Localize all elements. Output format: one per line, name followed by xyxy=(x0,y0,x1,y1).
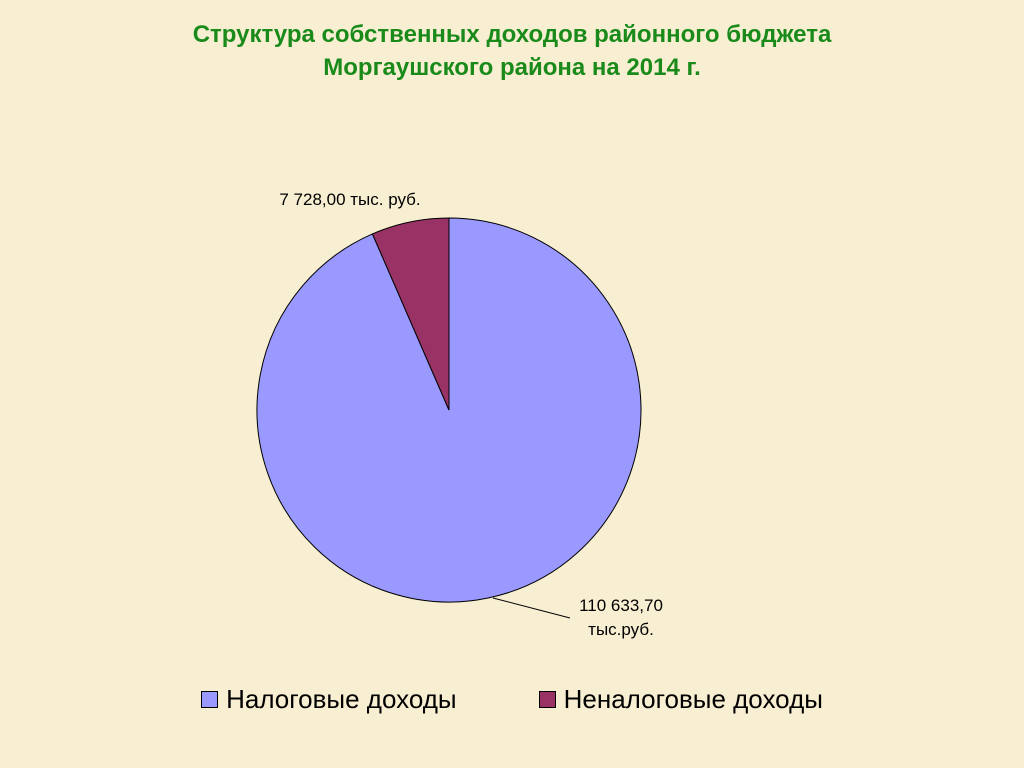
value-label: 110 633,70 тыс.руб. xyxy=(579,596,663,639)
legend-entry: Налоговые доходы xyxy=(201,684,457,715)
chart-title: Структура собственных доходов районного … xyxy=(192,21,832,81)
legend-entry: Неналоговые доходы xyxy=(538,684,823,715)
legend-label: Неналоговые доходы xyxy=(563,684,823,714)
legend-label: Налоговые доходы xyxy=(226,684,457,714)
legend-swatch xyxy=(538,691,556,708)
pie-slice xyxy=(371,217,450,411)
value-label: 7 728,00 тыс. руб. xyxy=(279,190,421,209)
legend-swatch xyxy=(201,691,219,708)
leader-line xyxy=(492,597,571,619)
legend: Налоговые доходы Неналоговые доходы xyxy=(0,684,1024,715)
